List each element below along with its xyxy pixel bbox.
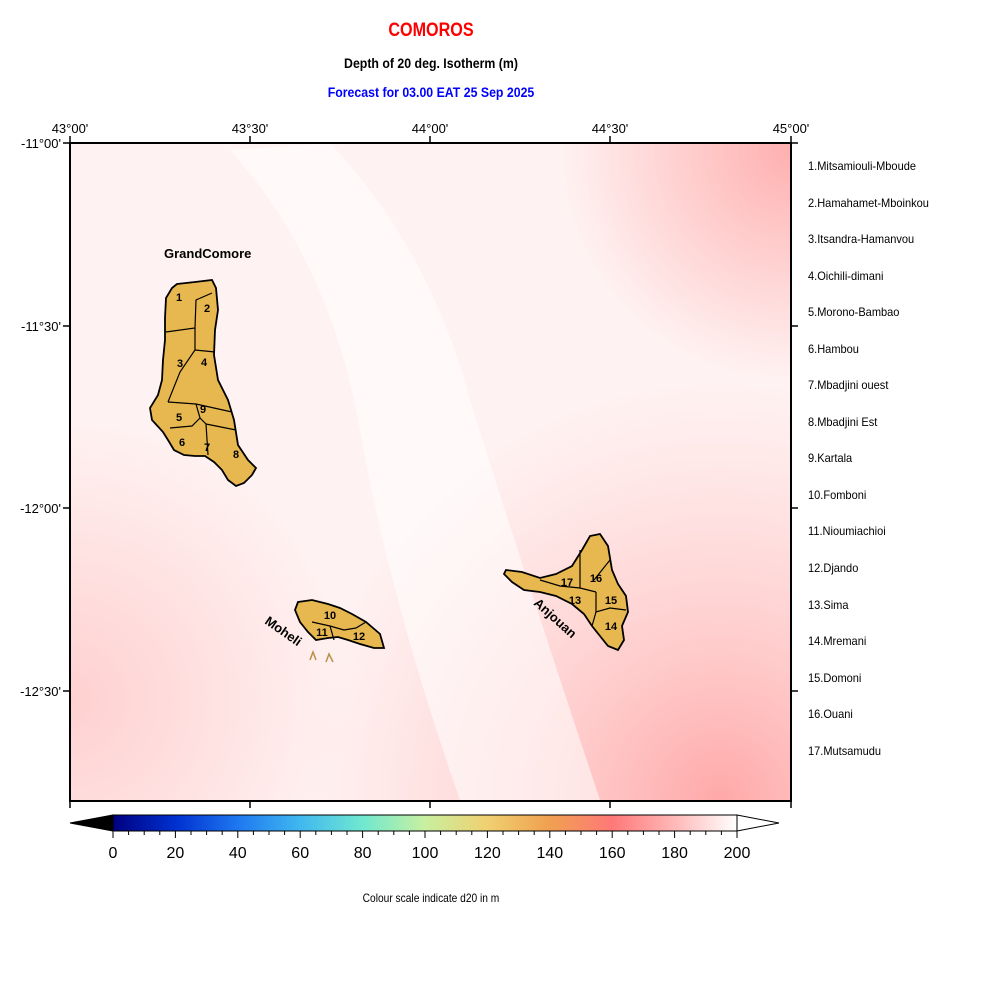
colorbar-tick-label: 160 [599,845,626,862]
legend-item-3: 3.Itsandra-Hamanvou [808,232,915,246]
lon-label-3: 44°30' [592,121,629,136]
region-number-12: 12 [353,631,365,643]
longitude-labels: 43°00' 43°30' 44°00' 44°30' 45°00' [52,121,810,136]
legend-item-7: 7.Mbadjini ouest [808,378,889,392]
region-number-10: 10 [324,610,336,622]
colorbar-gradient [112,814,738,832]
region-number-17: 17 [561,577,573,589]
legend-item-12: 12.Djando [808,561,859,575]
region-number-4: 4 [201,357,208,369]
legend-item-10: 10.Fomboni [808,488,867,502]
region-number-14: 14 [605,621,618,633]
latitude-labels: -11°00' -11°30' -12°00' -12°30' [20,136,61,699]
legend-item-5: 5.Morono-Bambao [808,305,900,319]
colorbar-tick-label: 20 [167,845,185,862]
legend-item-15: 15.Domoni [808,671,862,685]
region-number-1: 1 [176,292,182,304]
anjouan-island [502,532,629,652]
lon-label-0: 43°00' [52,121,89,136]
colorbar-tick-label: 60 [291,845,309,862]
region-number-9: 9 [200,404,206,416]
colorbar-tick-label: 0 [109,845,118,862]
moheli-island [294,599,386,663]
colorbar-tick-label: 120 [474,845,501,862]
d20-field [70,143,791,801]
colorbar-tick-label: 100 [412,845,439,862]
lat-label-1: -11°30' [21,319,61,334]
lat-label-2: -12°00' [20,501,61,516]
grande-comore-label: GrandComore [164,246,251,261]
map-subtitle: Depth of 20 deg. Isotherm (m) [344,55,518,71]
colorbar-caption: Colour scale indicate d20 in m [362,891,500,905]
lat-label-3: -12°30' [20,684,61,699]
region-number-5: 5 [176,412,182,424]
axis-ticks [63,136,798,808]
legend-item-11: 11.Nioumiachioi [808,524,886,538]
legend-item-16: 16.Ouani [808,707,853,721]
legend-item-8: 8.Mbadjini Est [808,415,878,429]
lat-label-0: -11°00' [21,136,61,151]
region-number-13: 13 [569,595,581,607]
map-title: COMOROS [388,20,474,41]
colorbar-tick-label: 180 [661,845,688,862]
region-number-15: 15 [605,595,617,607]
region-number-labels: 1 2 3 4 5 6 7 8 9 10 11 12 13 14 15 16 1… [176,292,618,643]
colorbar-tick-label: 40 [229,845,247,862]
region-number-11: 11 [316,627,328,639]
region-number-7: 7 [204,442,210,454]
legend-item-6: 6.Hambou [808,342,859,356]
colorbar-high-arrow [736,814,780,832]
region-number-2: 2 [204,303,210,315]
legend-item-17: 17.Mutsamudu [808,744,882,758]
colorbar-tick-label: 200 [724,845,751,862]
legend-item-2: 2.Hamahamet-Mboinkou [808,196,929,210]
grande-comore-island [149,279,258,488]
legend-item-14: 14.Mremani [808,634,867,648]
colorbar-tick-label: 140 [536,845,563,862]
region-number-3: 3 [177,358,183,370]
legend-item-4: 4.Oichili-dimani [808,269,884,283]
lon-label-2: 44°00' [412,121,449,136]
region-number-8: 8 [233,449,239,461]
colorbar-low-arrow [69,814,114,832]
region-number-6: 6 [179,437,185,449]
legend-item-13: 13.Sima [808,598,849,612]
colorbar: 0 20 40 60 80 100 120 140 160 180 200 [69,814,780,862]
legend-item-9: 9.Kartala [808,451,853,465]
lon-label-1: 43°30' [232,121,269,136]
region-number-16: 16 [590,573,602,585]
lon-label-4: 45°00' [773,121,810,136]
legend-item-1: 1.Mitsamiouli-Mboude [808,159,916,173]
forecast-time: Forecast for 03.00 EAT 25 Sep 2025 [327,84,535,100]
colorbar-tick-label: 80 [354,845,372,862]
